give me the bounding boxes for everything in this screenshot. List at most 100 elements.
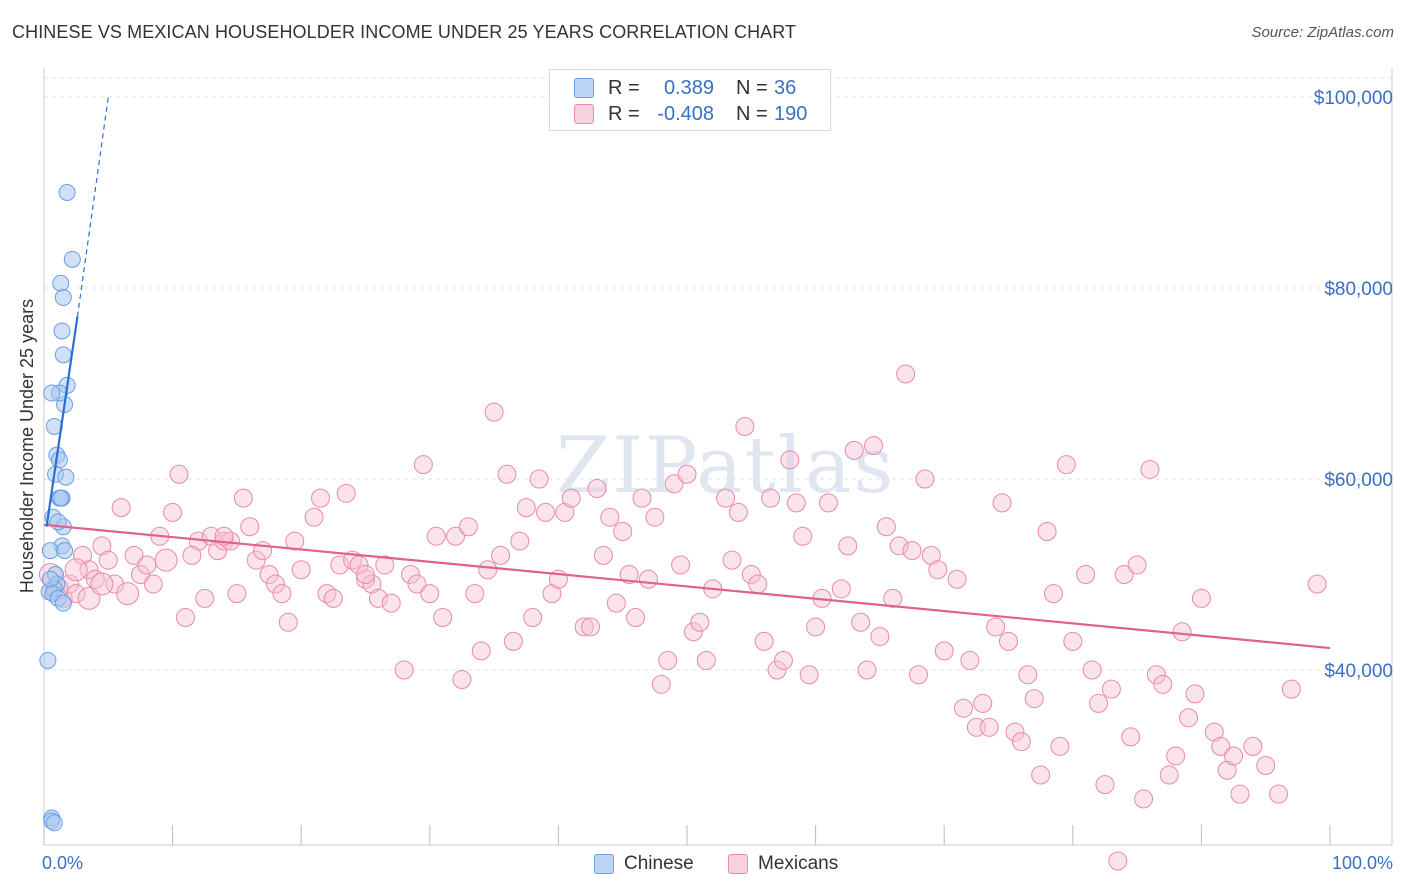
mexicans-point — [105, 574, 125, 594]
mexicans-point — [536, 502, 556, 522]
mexicans-trend-line — [43, 523, 1331, 650]
bottom-legend-chinese: Chinese — [594, 852, 694, 876]
chinese-points — [39, 184, 81, 832]
mexicans-point — [1269, 784, 1289, 804]
mexicans-point — [645, 507, 665, 527]
chinese-swatch — [594, 854, 614, 874]
mexicans-point — [1127, 555, 1147, 575]
mexicans-point — [497, 464, 517, 484]
chinese-point — [52, 274, 70, 292]
mexicans-point — [883, 588, 903, 608]
mexicans-swatch — [574, 104, 594, 124]
mexicans-point — [902, 541, 922, 561]
legend-row-mexicans: R = -0.408 N = 190 — [574, 102, 807, 126]
mexicans-point — [1134, 789, 1154, 809]
mexicans-point — [130, 565, 150, 584]
x-tick-label: 0.0% — [42, 853, 83, 873]
mexicans-point — [1056, 455, 1076, 475]
mexicans-point — [896, 364, 916, 384]
legend-n-value: 36 — [774, 76, 797, 99]
mexicans-point — [863, 436, 883, 456]
mexicans-point — [593, 545, 613, 565]
mexicans-point — [111, 498, 131, 518]
mexicans-point — [606, 593, 626, 613]
mexicans-point — [986, 617, 1006, 637]
mexicans-point — [626, 607, 646, 627]
mexicans-point — [574, 617, 594, 637]
mexicans-point — [1018, 665, 1038, 685]
mexicans-point — [651, 674, 671, 694]
mexicans-point — [272, 584, 292, 604]
mexicans-point — [375, 555, 395, 575]
mexicans-point — [484, 402, 504, 422]
mexicans-point — [1153, 674, 1173, 694]
mexicans-point — [741, 565, 761, 584]
mexicans-point — [728, 502, 748, 522]
mexicans-point — [677, 464, 697, 484]
chinese-point — [50, 451, 68, 469]
mexicans-point — [851, 612, 871, 632]
mexicans-point — [748, 574, 768, 594]
mexicans-point — [90, 572, 114, 596]
trend-lines — [43, 96, 1331, 650]
chinese-point — [57, 468, 75, 486]
mexicans-point — [928, 560, 948, 580]
mexicans-point — [465, 584, 485, 604]
mexicans-point — [330, 555, 350, 575]
mexicans-point — [154, 548, 178, 572]
chinese-point — [54, 594, 72, 612]
mexicans-point — [420, 584, 440, 604]
chinese-point — [39, 651, 57, 669]
mexicans-point — [1121, 727, 1141, 747]
mexicans-point — [92, 536, 112, 556]
mexicans-point — [1005, 722, 1025, 742]
mexicans-point — [163, 502, 183, 522]
mexicans-point — [323, 588, 343, 608]
mexicans-point — [1211, 736, 1231, 756]
mexicans-point — [523, 607, 543, 627]
mexicans-point — [658, 650, 678, 670]
mexicans-point — [934, 641, 954, 661]
mexicans-point — [683, 622, 703, 642]
mexicans-point — [690, 612, 710, 632]
mexicans-point — [1044, 584, 1064, 604]
mexicans-point — [889, 536, 909, 556]
mexicans-point — [1114, 565, 1134, 584]
mexicans-point — [664, 474, 684, 494]
y-tick-label: $100,000 — [1314, 88, 1393, 109]
mexicans-point — [1076, 565, 1096, 584]
y-tick-label: $40,000 — [1324, 661, 1393, 682]
chinese-point — [41, 570, 59, 588]
mexicans-point — [581, 617, 601, 637]
mexicans-point — [291, 560, 311, 580]
mexicans-point — [1217, 760, 1237, 780]
legend-n-value: 190 — [774, 102, 808, 125]
chinese-point — [54, 346, 72, 364]
mexicans-point — [1256, 756, 1276, 775]
mexicans-point — [806, 617, 826, 637]
mexicans-point — [426, 526, 446, 546]
mexicans-point — [793, 526, 813, 546]
mexicans-point — [246, 550, 266, 570]
chinese-trend-line — [45, 316, 79, 527]
mexicans-point — [1031, 765, 1051, 785]
mexicans-point — [143, 574, 163, 594]
mexicans-point — [433, 607, 453, 627]
mexicans-point — [979, 717, 999, 737]
mexicans-legend-label: Mexicans — [758, 853, 839, 874]
mexicans-point — [1224, 746, 1244, 766]
mexicans-point — [1179, 708, 1199, 728]
mexicans-point — [1101, 679, 1121, 699]
mexicans-point — [407, 574, 427, 594]
mexicans-point — [1191, 588, 1211, 608]
mexicans-point — [1146, 665, 1166, 685]
mexicans-point — [491, 545, 511, 565]
mexicans-point — [446, 526, 466, 546]
mexicans-point — [953, 698, 973, 718]
mexicans-point — [278, 612, 298, 632]
mexicans-point — [478, 560, 498, 580]
mexicans-point — [716, 488, 736, 508]
x-tick-labels: 0.0% 100.0% — [42, 853, 1393, 873]
mexicans-point — [973, 693, 993, 713]
mexicans-point — [64, 558, 88, 582]
